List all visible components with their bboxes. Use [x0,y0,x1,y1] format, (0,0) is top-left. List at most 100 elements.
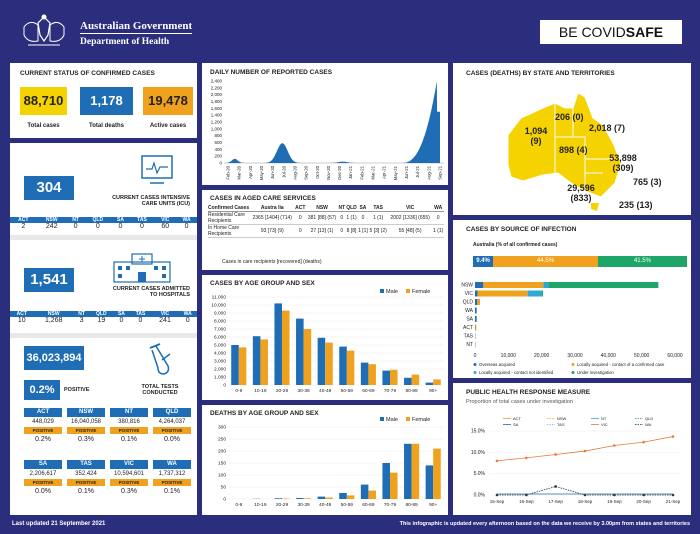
state-test-positive-word: POSITIVE [67,427,105,434]
bar-xtick: 60-69 [362,502,375,508]
age-title: CASES BY AGE GROUP AND SEX [210,280,315,287]
states-panel: CASES (DEATHS) BY STATE AND TERRITORIES … [453,63,691,215]
female-bar [411,443,420,499]
state-tas: 235 (13) [619,200,653,210]
bar-xtick: 10-19 [254,388,267,394]
bar-ytick: 11,000 [212,295,227,301]
daily-ytick: 800 [214,133,222,138]
aged-table: Confirmed Cases Austra lia ACT NSW NT QLD SA TA… [208,205,444,238]
female-bar [433,448,441,499]
state-test-positive: 0.2% [35,436,51,443]
total-deaths-value: 1,178 [80,87,133,115]
source-bar [475,316,477,322]
daily-xtick: Apr-21 [382,165,387,179]
public-point [554,485,557,488]
aged-cell: 1 (1) [346,215,357,221]
bar-xtick: 40-49 [319,502,332,508]
female-bar [325,497,333,499]
aged-cell: 0 [436,215,440,221]
bar-xtick: 60-69 [362,388,375,394]
public-legend-label: TAS [557,422,565,427]
source-xtick: 60,000 [667,353,683,359]
state-test-positive: 0.1% [164,488,180,495]
daily-ytick: 2,000 [211,92,223,97]
state-vic: 29,596 (833) [567,183,595,203]
aged-header-cell: QLD [346,205,357,211]
source-bar [527,290,542,297]
state-test-positive-word: POSITIVE [24,479,62,486]
gov-logo [14,13,74,51]
hospital-icon [113,253,171,283]
aged-cell: 1 (1) [433,228,444,234]
source-legend-dot [473,371,477,374]
aged-cell: Residential Care Recipients [208,212,245,224]
source-legend-label: Locally acquired - contact of a confirme… [577,362,665,367]
tests-label: TOTAL TESTS CONDUCTED [141,384,179,396]
state-test-state: ACT [24,408,62,417]
public-legend-label: ACT [513,416,522,421]
daily-xtick: Nov-20 [326,165,331,179]
icu-table: ACT NSW NT QLD SA TAS VIC WA 2 242 0 0 0 0 60 0 [10,217,197,230]
source-legend-dot [473,363,477,366]
aged-cell: 8 [8] [346,228,357,234]
daily-ytick: 1,400 [211,113,223,118]
daily-xtick: May-20 [259,165,264,180]
daily-xtick: Sep-21 [438,165,443,179]
public-legend-label: NSW [557,416,567,421]
monitor-icon [141,155,173,184]
aged-header-cell: TAS [373,205,383,211]
state-test-card: QLD 4,264,037 POSITIVE 0.0% [153,408,191,443]
tests-section: 36,023,894 0.2% POSITIVE TOTAL TESTS CON… [10,338,197,515]
source-xtick: 10,000 [501,353,517,359]
bar-ytick: 2,000 [214,367,226,373]
state-test-count: 448,029 [32,419,54,425]
source-share-bar: 9.4% 44.5% 41.5% [473,256,687,267]
source-bar [475,299,478,305]
bar-ytick: 9,000 [214,311,226,317]
aged-cell: 1 (1) [373,215,384,221]
source-bar [477,290,528,297]
state-test-positive: 0.1% [78,488,94,495]
state-test-positive-word: POSITIVE [153,427,191,434]
aged-cell: 55 [48] (5) [398,228,422,234]
source-xtick: 30,000 [567,353,583,359]
public-series-line [497,486,673,496]
female-bar [433,379,441,385]
state-test-card: TAS 352,424 POSITIVE 0.1% [67,460,105,495]
bar-ytick: 5,000 [214,343,226,349]
aged-cell: In Home Care Recipients [208,225,240,237]
daily-ytick: 1,000 [211,126,223,131]
daily-xtick: Feb-20 [226,165,231,179]
public-xtick: 15-Sep [490,499,505,504]
share-contact: 44.5% [493,256,598,267]
daily-xtick: Aug-21 [426,165,431,179]
public-legend-label: VIC [601,422,608,427]
source-legend-label: Locally acquired - contact not identifie… [479,370,554,375]
bar-xtick: 0-9 [235,502,242,508]
aged-row: Residential Care Recipients 2365 [1404] (… [208,212,444,225]
aged-cell: 27 [13] (1) [310,228,334,234]
state-test-positive: 0.1% [121,436,137,443]
icu-value: 304 [24,176,74,200]
bar-ytick: 1,000 [214,375,226,381]
bar-xtick: 20-29 [276,502,289,508]
share-investigation: 41.5% [597,256,687,267]
state-test-positive-word: POSITIVE [67,479,105,486]
aged-title: CASES IN AGED CARE SERVICES [210,195,316,202]
public-legend-label: SA [513,422,519,427]
icu-label: CURRENT CASES INTENSIVE CARE UNITS (ICU) [112,195,190,207]
state-test-positive: 0.0% [164,436,180,443]
aged-header-cell: WA [434,205,443,211]
male-bar [425,382,434,385]
source-bar [475,290,478,297]
source-legend-label: Under investigation [577,370,614,375]
bar-ytick: 10,000 [211,303,226,309]
bar-ytick: 8,000 [214,319,226,325]
female-bar [390,369,398,385]
australia-map [507,92,622,211]
hosp-header-row: ACT NSW NT QLD SA TAS VIC WA [10,311,197,317]
aged-cell: 93 [73] (9) [260,228,284,234]
daily-ytick: 200 [214,154,222,159]
bar-ytick: 250 [218,437,226,443]
